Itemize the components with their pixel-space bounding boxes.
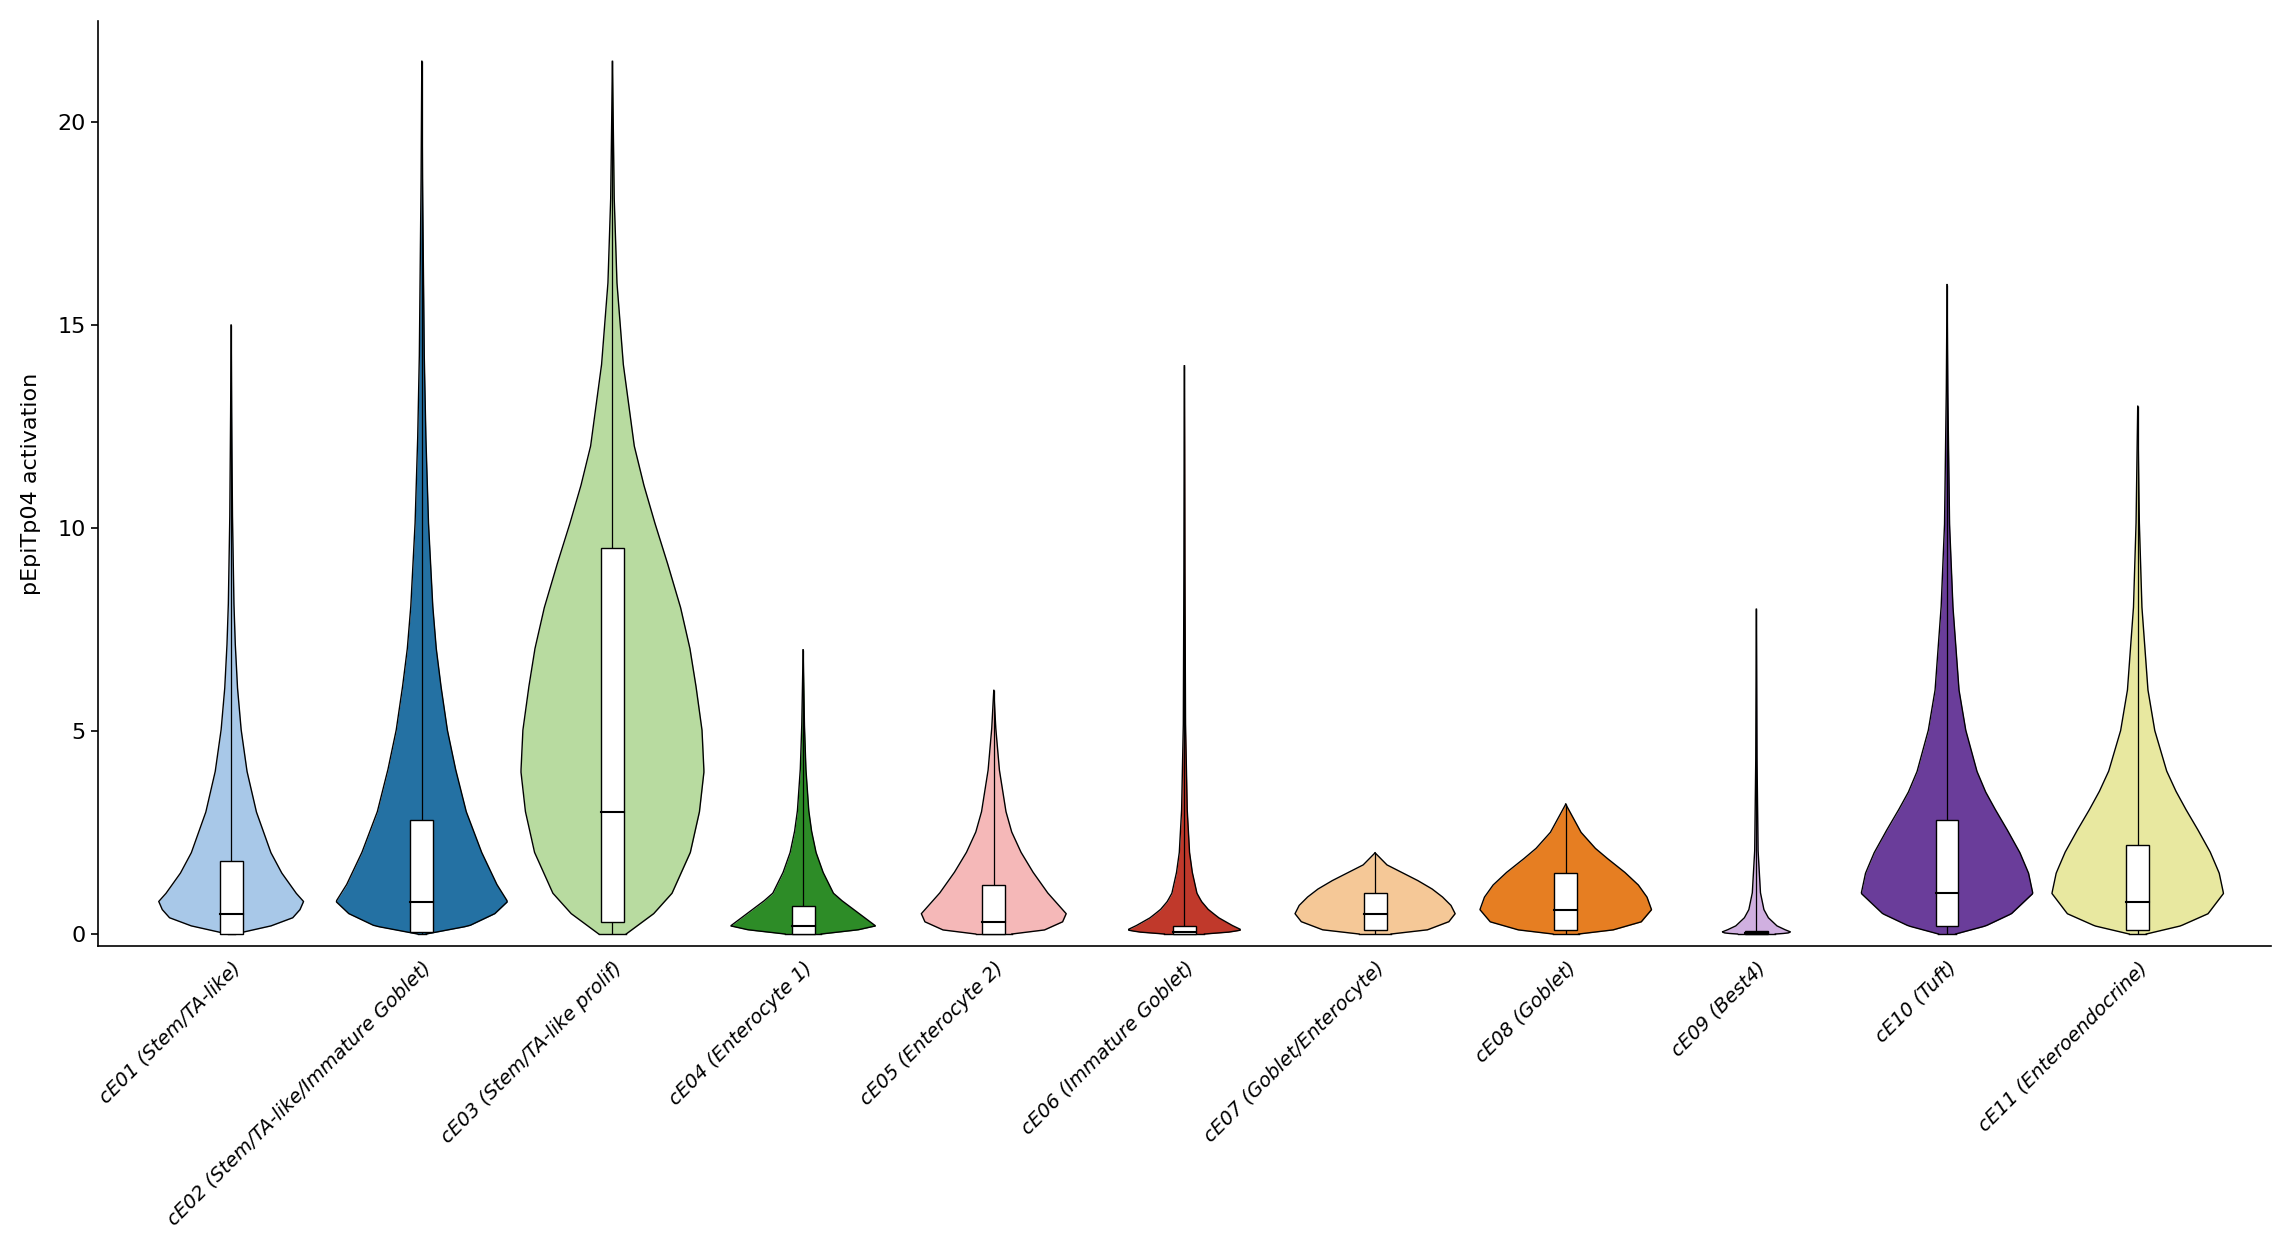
Bar: [791, 905, 814, 934]
Bar: [410, 820, 433, 932]
Bar: [1364, 894, 1387, 930]
Bar: [1937, 820, 1957, 926]
Bar: [2127, 845, 2150, 930]
Bar: [1744, 931, 1767, 934]
Bar: [601, 549, 623, 921]
Bar: [220, 861, 243, 934]
Bar: [1554, 874, 1577, 930]
Bar: [983, 885, 1006, 934]
Y-axis label: pEpiTp04 activation: pEpiTp04 activation: [21, 372, 41, 595]
Bar: [1174, 926, 1196, 934]
